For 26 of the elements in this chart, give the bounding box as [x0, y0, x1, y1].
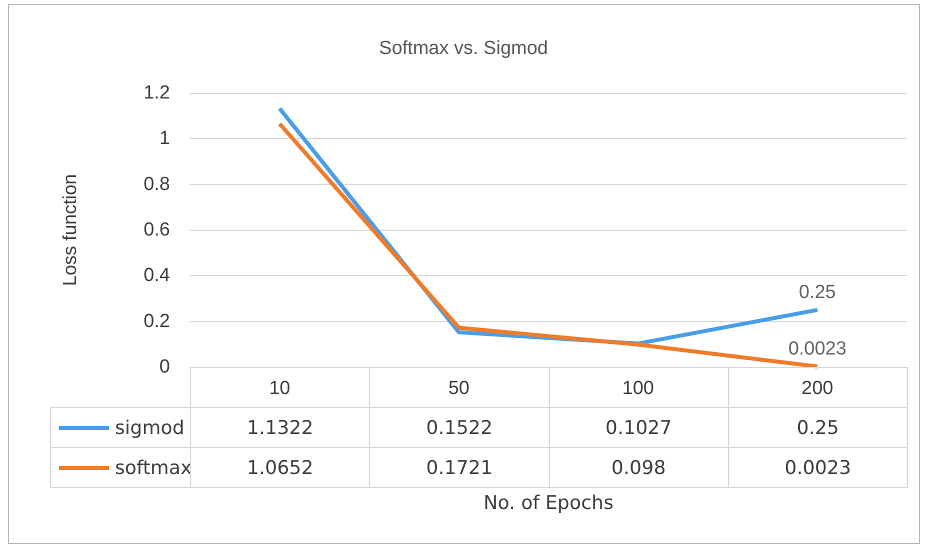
x-tick-label: 200	[802, 378, 834, 399]
y-axis-title: Loss function	[60, 174, 81, 286]
data-label: 1.0652	[246, 456, 314, 478]
y-tick-label: 0.6	[144, 220, 170, 240]
y-tick-label: 1	[159, 128, 170, 150]
x-axis-title: No. of Epochs	[482, 492, 614, 514]
data-label: 0.098	[611, 456, 666, 478]
y-tick-label: 1.2	[144, 82, 170, 104]
data-label: 0.25	[796, 416, 840, 438]
y-tick-label: 0	[159, 356, 170, 378]
y-tick-label: 0.8	[144, 174, 170, 195]
y-tick-label: 0.2	[144, 310, 170, 332]
data-label: 0.1522	[426, 416, 493, 438]
annotation: 0.25	[798, 282, 836, 303]
legend-label: softmax	[115, 456, 192, 478]
data-label: 0.0023	[784, 456, 852, 478]
legend-label: sigmod	[115, 416, 184, 438]
data-label: 0.1721	[426, 456, 493, 478]
data-label: 1.1322	[246, 416, 314, 438]
x-tick-label: 50	[448, 378, 470, 399]
x-tick-label: 100	[622, 378, 654, 399]
annotation: 0.0023	[788, 338, 846, 360]
x-tick-label: 10	[269, 378, 290, 399]
y-tick-label: 0.4	[144, 265, 170, 286]
data-label: 0.1027	[605, 416, 672, 438]
chart-title: Softmax vs. Sigmod	[379, 38, 548, 59]
